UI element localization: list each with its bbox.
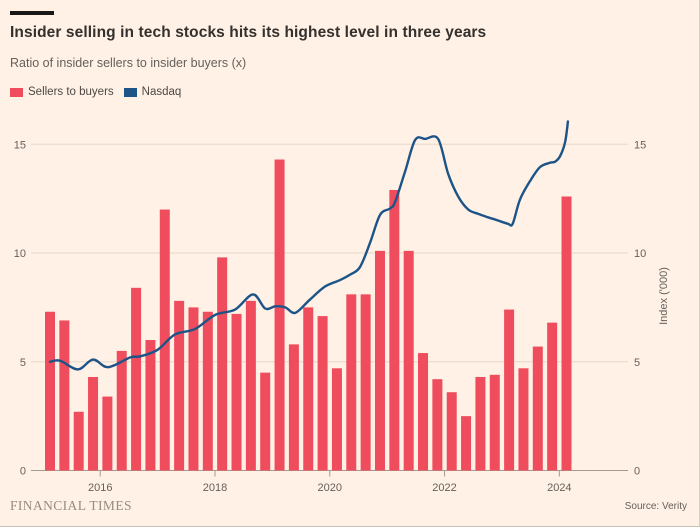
x-axis-labels: 2016 2018 2020 2022 2024 <box>88 482 572 494</box>
bar-2015-Q2 <box>59 320 70 471</box>
bar-2021-Q3 <box>418 353 429 471</box>
ft-top-rule <box>10 11 54 15</box>
bar-2018-Q1 <box>217 257 228 471</box>
bar-2018-Q3 <box>245 300 256 471</box>
sellers-swatch-icon <box>10 87 23 97</box>
bar-2018-Q2 <box>231 313 242 471</box>
bar-2022-Q4 <box>489 374 500 471</box>
bar-2023-Q2 <box>518 368 529 471</box>
bar-2020-Q1 <box>331 368 342 471</box>
bar-2017-Q2 <box>174 300 185 471</box>
x-axis-label: 2022 <box>432 482 456 494</box>
bar-2021-Q4 <box>432 379 443 471</box>
bar-2017-Q1 <box>159 209 170 471</box>
y-axis-label-right: 5 <box>634 357 640 369</box>
bar-2023-Q1 <box>504 309 515 471</box>
bar-2018-Q4 <box>260 372 271 471</box>
nasdaq-line <box>48 120 570 371</box>
bar-2023-Q4 <box>547 322 558 471</box>
x-axis-label: 2024 <box>547 482 571 494</box>
bar-2016-Q4 <box>145 340 156 471</box>
x-axis-label: 2020 <box>318 482 342 494</box>
bar-2022-Q3 <box>475 376 486 471</box>
x-axis-label: 2016 <box>88 482 112 494</box>
legend-item-sellers: Sellers to buyers <box>10 86 114 98</box>
y-axis-label-left: 5 <box>20 357 26 369</box>
source-credit: Source: Verity <box>624 501 687 512</box>
y-axis-label-right: 15 <box>634 139 646 151</box>
chart-subtitle: Ratio of insider sellers to insider buye… <box>10 56 247 70</box>
bar-2019-Q3 <box>303 307 314 471</box>
nasdaq-swatch-icon <box>123 87 137 97</box>
bar-2020-Q3 <box>360 294 371 471</box>
bars-sellers-to-buyers <box>45 159 572 471</box>
legend: Sellers to buyers Nasdaq <box>10 86 181 98</box>
bar-2016-Q3 <box>131 287 142 471</box>
bar-2016-Q2 <box>116 350 127 471</box>
y-axis-label-left: 0 <box>20 466 26 478</box>
legend-label-sellers: Sellers to buyers <box>28 86 114 98</box>
y-axis-label-left: 15 <box>14 139 26 151</box>
bar-2024-Q1 <box>561 196 572 471</box>
gridlines <box>31 143 628 471</box>
right-axis-title: Index ('000) <box>658 267 670 325</box>
bar-2015-Q3 <box>73 411 84 471</box>
y-axis-label-left: 10 <box>14 248 26 260</box>
bar-2021-Q1 <box>389 189 400 471</box>
ft-brand: FINANCIAL TIMES <box>10 498 132 513</box>
bar-2019-Q2 <box>288 344 299 471</box>
bar-2020-Q4 <box>374 250 385 471</box>
chart-title: Insider selling in tech stocks hits its … <box>10 24 487 41</box>
bar-2021-Q2 <box>403 250 414 471</box>
x-axis-ticks <box>99 470 560 477</box>
bar-2020-Q2 <box>346 294 357 471</box>
bar-2015-Q1 <box>45 311 55 471</box>
y-axis-label-right: 10 <box>634 248 646 260</box>
legend-label-nasdaq: Nasdaq <box>141 86 182 98</box>
bar-2017-Q3 <box>188 307 199 471</box>
bar-2017-Q4 <box>202 311 213 471</box>
bar-2019-Q1 <box>274 159 285 471</box>
x-axis-label: 2018 <box>203 482 227 494</box>
bar-2016-Q1 <box>102 396 113 471</box>
bar-2023-Q3 <box>532 346 543 471</box>
bar-2019-Q4 <box>317 316 328 471</box>
legend-item-nasdaq: Nasdaq <box>123 86 182 98</box>
bar-2015-Q4 <box>88 376 99 471</box>
bar-2022-Q1 <box>446 392 457 471</box>
bar-2022-Q2 <box>461 416 472 471</box>
y-axis-labels: 0 0 5 5 10 10 15 15 <box>14 139 647 477</box>
y-axis-label-right: 0 <box>634 466 640 478</box>
